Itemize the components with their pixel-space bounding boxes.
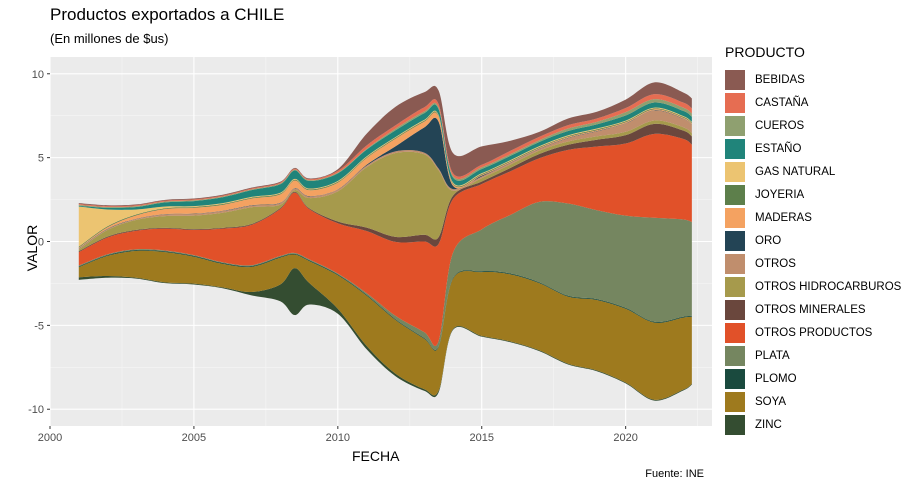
- legend-item-soya: SOYA: [725, 390, 901, 413]
- legend-label: OTROS HIDROCARBUROS: [755, 280, 902, 293]
- legend-label: ESTAÑO: [755, 142, 802, 155]
- stream-otros-productos: [78, 133, 692, 347]
- legend-item-plata: PLATA: [725, 344, 901, 367]
- legend-label: OTROS PRODUCTOS: [755, 326, 873, 339]
- chart-title: Productos exportados a CHILE: [50, 5, 285, 24]
- legend-item-plomo: PLOMO: [725, 367, 901, 390]
- source-caption: Fuente: INE: [645, 468, 704, 480]
- legend-swatch: [725, 368, 745, 389]
- y-tick-label: -10: [28, 404, 44, 416]
- legend-item-otros-productos: OTROS PRODUCTOS: [725, 321, 901, 344]
- legend-label: ORO: [755, 234, 782, 247]
- legend-item-cueros: CUEROS: [725, 114, 901, 137]
- legend-items: BEBIDAS CASTAÑA CUEROS ESTAÑO GAS NATURAL JOY…: [725, 68, 901, 436]
- legend-item-zinc: ZINC: [725, 413, 901, 436]
- legend-item-otros-hidrocarburos: OTROS HIDROCARBUROS: [725, 275, 901, 298]
- legend-label: BEBIDAS: [755, 73, 805, 86]
- legend-swatch: [725, 184, 745, 205]
- legend-swatch: [725, 115, 745, 136]
- stream-otros-hidrocarburos: [78, 120, 692, 252]
- legend-swatch: [725, 207, 745, 228]
- legend-swatch: [725, 138, 745, 159]
- legend-title: PRODUCTO: [725, 44, 805, 60]
- legend: PRODUCTO BEBIDAS CASTAÑA CUEROS ESTAÑO GAS N…: [725, 44, 901, 436]
- legend-item-gas-natural: GAS NATURAL: [725, 160, 901, 183]
- legend-label: PLOMO: [755, 372, 797, 385]
- x-axis-label: FECHA: [352, 448, 400, 464]
- x-tick-label: 2010: [326, 432, 350, 444]
- legend-swatch: [725, 69, 745, 90]
- legend-label: PLATA: [755, 349, 790, 362]
- stream-otros: [78, 110, 692, 250]
- legend-item-castaña: CASTAÑA: [725, 91, 901, 114]
- legend-swatch: [725, 230, 745, 251]
- legend-swatch: [725, 276, 745, 297]
- stream-soya: [78, 250, 692, 400]
- legend-label: ZINC: [755, 418, 782, 431]
- legend-label: JOYERIA: [755, 188, 805, 201]
- legend-swatch: [725, 391, 745, 412]
- x-tick-label: 2020: [613, 432, 637, 444]
- legend-item-oro: ORO: [725, 229, 901, 252]
- y-tick-label: 5: [38, 153, 44, 165]
- y-tick-label: 0: [38, 237, 44, 249]
- legend-item-maderas: MADERAS: [725, 206, 901, 229]
- legend-item-joyeria: JOYERIA: [725, 183, 901, 206]
- x-tick-label: 2000: [38, 432, 62, 444]
- legend-label: CUEROS: [755, 119, 805, 132]
- legend-item-bebidas: BEBIDAS: [725, 68, 901, 91]
- legend-label: OTROS: [755, 257, 796, 270]
- legend-label: MADERAS: [755, 211, 812, 224]
- stream-otros-minerales: [78, 123, 692, 253]
- x-tick-label: 2015: [469, 432, 493, 444]
- legend-item-otros-minerales: OTROS MINERALES: [725, 298, 901, 321]
- x-tick-label: 2005: [182, 432, 206, 444]
- y-tick-label: 10: [32, 69, 44, 81]
- y-tick-label: -5: [34, 320, 44, 332]
- chart-subtitle: (En millones de $us): [50, 31, 169, 46]
- legend-label: SOYA: [755, 395, 787, 408]
- stream-plata: [78, 201, 692, 350]
- legend-item-otros: OTROS: [725, 252, 901, 275]
- legend-swatch: [725, 253, 745, 274]
- legend-swatch: [725, 299, 745, 320]
- legend-label: CASTAÑA: [755, 96, 809, 109]
- legend-label: OTROS MINERALES: [755, 303, 866, 316]
- legend-label: GAS NATURAL: [755, 165, 836, 178]
- legend-swatch: [725, 161, 745, 182]
- stream-cueros: [78, 99, 692, 208]
- legend-swatch: [725, 92, 745, 113]
- legend-swatch: [725, 345, 745, 366]
- legend-swatch: [725, 414, 745, 435]
- legend-item-estaño: ESTAÑO: [725, 137, 901, 160]
- legend-swatch: [725, 322, 745, 343]
